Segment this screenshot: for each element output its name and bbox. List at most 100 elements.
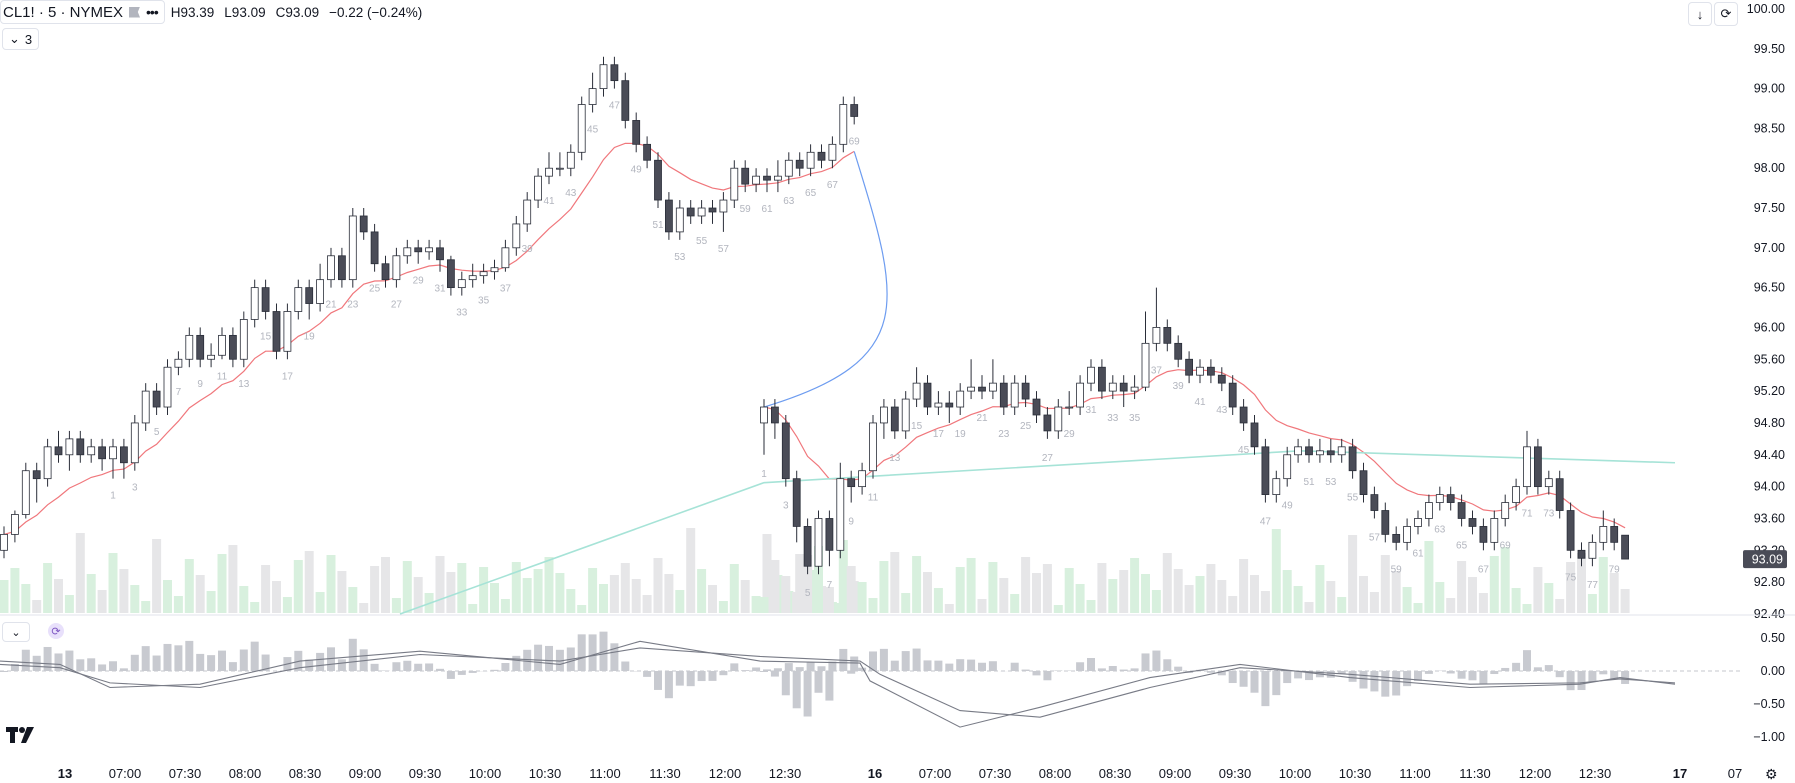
candle: [1501, 502, 1510, 519]
candle: [1305, 446, 1313, 456]
candle-count: 7: [176, 387, 182, 398]
candle: [1272, 478, 1281, 495]
macd-histogram-bar: [1533, 667, 1542, 671]
ohlc-readout: H93.39 L93.09 C93.09 −0.22 (−0.24%): [171, 5, 422, 20]
candle: [348, 215, 357, 281]
candle: [956, 390, 965, 408]
candle: [1512, 486, 1520, 503]
price-axis[interactable]: 100.00 99.50 99.00 98.50 98.00 97.50 97.00 96.5…: [0, 2, 1795, 621]
candle: [771, 406, 779, 424]
sync-icon[interactable]: ⟳: [48, 623, 64, 639]
candle-count: 41: [1194, 397, 1206, 408]
macd-histogram-bar: [1446, 671, 1455, 674]
macd-histogram-bar: [1141, 653, 1150, 671]
macd-histogram-bar: [534, 644, 543, 671]
symbol-selector[interactable]: CL1! · 5 · NYMEX •••: [0, 0, 165, 24]
macd-histogram-bar: [901, 651, 910, 671]
candle: [490, 267, 499, 273]
candle: [1152, 327, 1161, 344]
chart-header: CL1! · 5 · NYMEX ••• H93.39 L93.09 C93.0…: [0, 0, 422, 24]
macd-histogram-bar: [803, 671, 812, 717]
macd-histogram-bar: [1501, 667, 1510, 671]
macd-histogram-bar: [828, 661, 837, 671]
macd-histogram-bar: [988, 661, 997, 671]
macd-histogram-bar: [555, 649, 564, 671]
macd-histogram-bar: [1490, 671, 1499, 675]
ohlc-close: C93.09: [275, 4, 320, 20]
macd-histogram-bar: [1250, 671, 1259, 693]
macd-histogram-bar: [305, 659, 314, 671]
macd-histogram-bar: [512, 655, 521, 671]
candle: [858, 470, 866, 488]
candle-count: 53: [1325, 477, 1337, 488]
gear-icon[interactable]: ⚙: [1765, 766, 1778, 782]
candle: [392, 255, 401, 281]
volume-bar: [250, 602, 260, 613]
time-tick: 10:30: [1339, 766, 1372, 781]
macd-histogram-bar: [239, 649, 248, 671]
candle: [1348, 446, 1357, 472]
volume-bar: [1130, 558, 1140, 613]
candle: [839, 104, 848, 145]
volume-bar: [846, 566, 856, 613]
candle-count: 57: [1369, 532, 1381, 543]
macd-histogram-bar: [978, 662, 986, 671]
volume-bar: [468, 604, 478, 613]
candle-count: 63: [1434, 525, 1446, 536]
time-tick: 12:30: [1579, 766, 1612, 781]
time-tick: 11:30: [649, 766, 681, 781]
candle-count: 35: [1129, 413, 1141, 424]
flag-icon[interactable]: [129, 6, 141, 18]
volume-bar: [457, 563, 467, 613]
volume-bar: [577, 605, 587, 613]
candle-count: 23: [347, 300, 359, 311]
candle-count: 17: [933, 429, 945, 440]
candle-count: 55: [1347, 493, 1359, 504]
scroll-to-latest-button[interactable]: ↓: [1688, 2, 1712, 26]
refresh-button[interactable]: ⟳: [1714, 2, 1738, 26]
volume-bars: [0, 528, 1630, 613]
macd-histogram-bar: [87, 658, 96, 671]
price-tick: 94.80: [1754, 416, 1785, 430]
price-tick: 94.00: [1754, 480, 1785, 494]
symbol-label[interactable]: CL1! · 5 · NYMEX: [3, 3, 124, 21]
volume-bar: [675, 590, 685, 613]
candle: [577, 104, 586, 153]
volume-bar: [282, 597, 292, 613]
macd-histogram-bar: [1054, 670, 1063, 671]
candle: [1239, 406, 1248, 424]
macd-histogram-bar: [196, 653, 205, 671]
macd-histogram-bar: [956, 659, 965, 671]
macd-histogram-bar: [621, 661, 630, 671]
price-tick: 97.00: [1754, 241, 1785, 255]
volume-bar: [304, 551, 314, 613]
candle-count: 19: [955, 429, 967, 440]
time-tick: 07:00: [109, 766, 142, 781]
volume-bar: [1457, 561, 1467, 613]
macd-collapse-button[interactable]: ⌄: [2, 622, 30, 642]
volume-bar: [228, 545, 238, 613]
volume-bar: [857, 582, 867, 613]
candle: [1337, 446, 1346, 456]
time-tick: 08:30: [289, 766, 322, 781]
candle: [828, 143, 837, 161]
volume-bar: [1348, 535, 1358, 613]
time-axis[interactable]: 13 07:00 07:30 08:00 08:30 09:00 09:30 10:00 10:…: [58, 766, 1742, 781]
macd-histogram-bar: [760, 671, 768, 672]
candle: [228, 334, 237, 360]
candle: [1359, 470, 1368, 495]
price-tick: 92.80: [1754, 575, 1785, 589]
indicators-toggle[interactable]: ⌄ 3: [2, 28, 40, 50]
candle: [316, 279, 325, 304]
macd-histogram-bar: [1544, 665, 1553, 671]
candle-count: 37: [1151, 365, 1163, 376]
more-icon[interactable]: •••: [146, 4, 159, 20]
macd-histogram-bar: [1566, 671, 1575, 691]
candle-count: 45: [1238, 445, 1250, 456]
candle: [1326, 450, 1335, 456]
candle: [120, 446, 128, 464]
candle: [1610, 526, 1619, 543]
candle: [1261, 446, 1270, 495]
candle-count: 65: [1456, 540, 1468, 551]
